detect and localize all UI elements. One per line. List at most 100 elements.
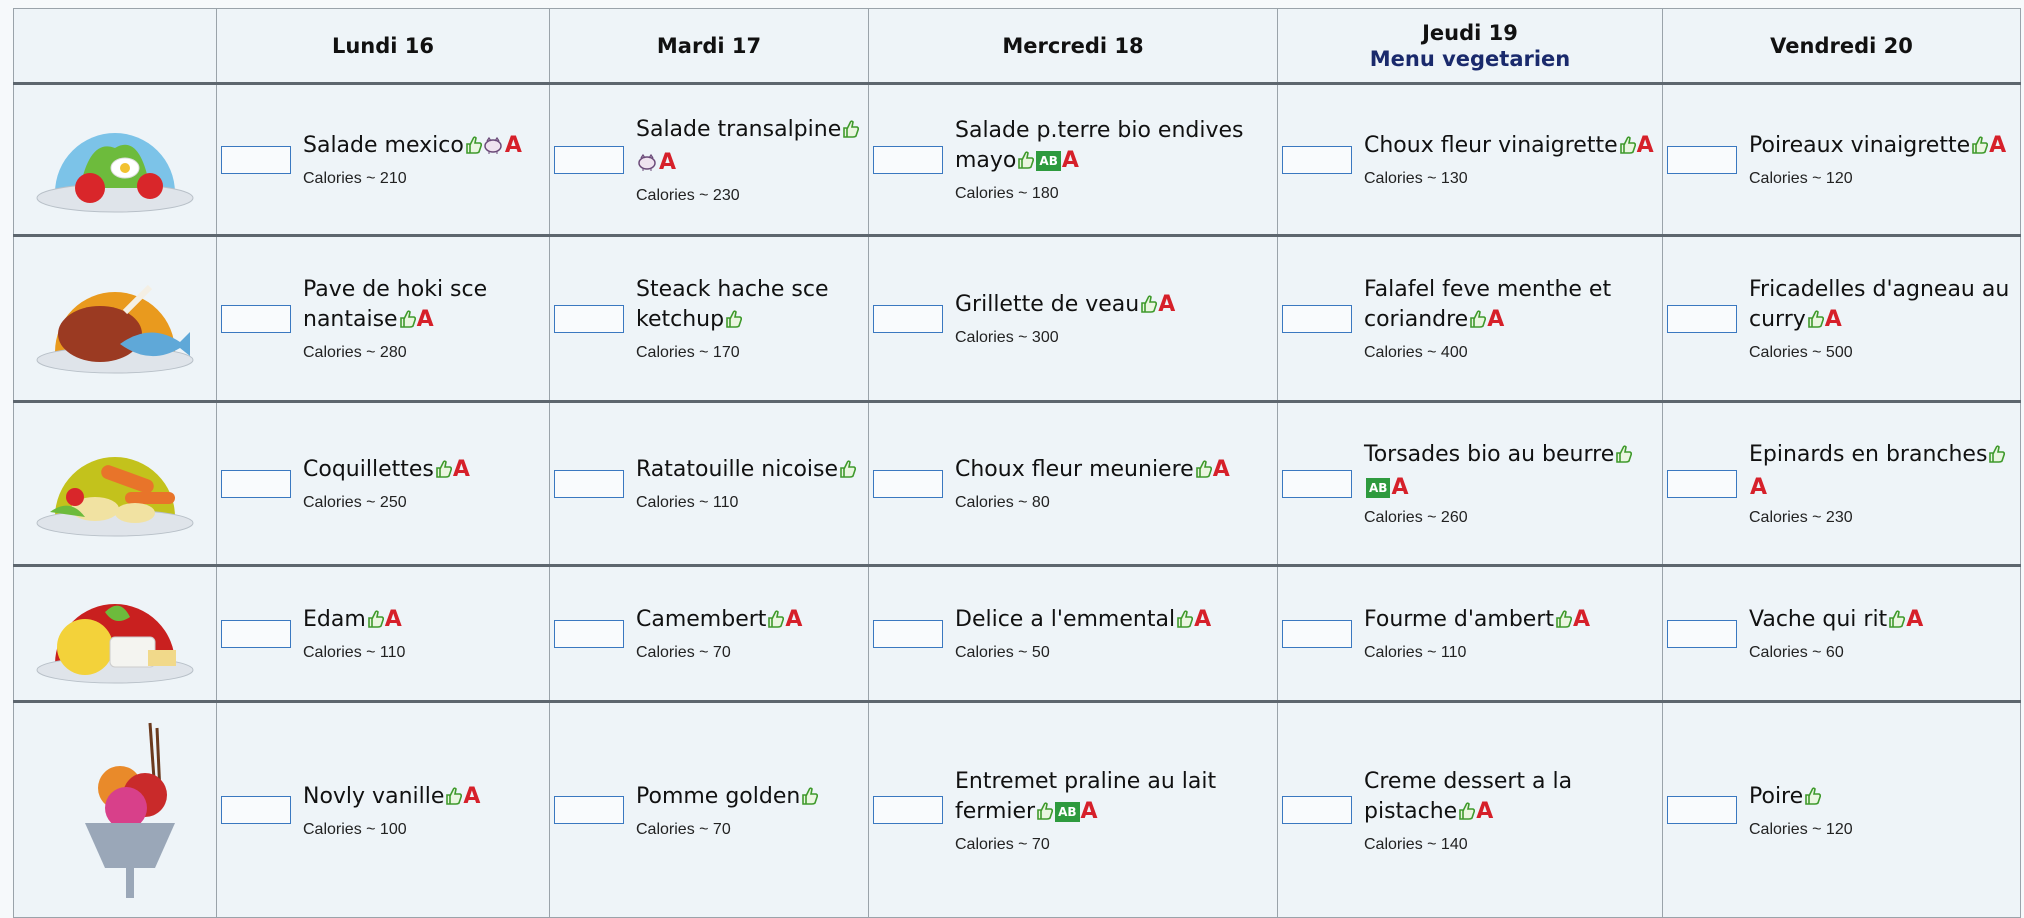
label-badge: A xyxy=(1080,798,1098,824)
dessert-illustration xyxy=(85,722,175,898)
thumb-icon xyxy=(841,118,860,148)
menu-cell: Falafel feve menthe et coriandre A Calorie… xyxy=(1277,234,1663,402)
choice-box[interactable] xyxy=(221,469,291,498)
calories: Calories ~ 250 xyxy=(303,494,407,511)
day-header: Vendredi 20 xyxy=(1662,8,2021,84)
choice-box[interactable] xyxy=(1667,796,1737,824)
choice-box[interactable] xyxy=(554,304,624,333)
choice-box[interactable] xyxy=(554,796,624,824)
label-badge: A xyxy=(1391,475,1409,500)
choice-box[interactable] xyxy=(1282,145,1352,174)
choice-box[interactable] xyxy=(1282,304,1352,333)
dish-name: Edam xyxy=(303,607,366,632)
menu-row: Coquillettes A Calories ~ 250 Ratatouille n… xyxy=(13,400,2021,566)
day-header: Mardi 17 xyxy=(549,8,869,84)
cell-content: Salade p.terre bio endives mayo AB A Calori… xyxy=(869,116,1277,203)
calories: Calories ~ 210 xyxy=(303,170,407,187)
dish-line: Coquillettes A xyxy=(303,455,545,488)
menu-cell: Ratatouille nicoise Calories ~ 110 xyxy=(549,400,869,566)
choice-box[interactable] xyxy=(1282,796,1352,824)
dish-info: Grillette de veau A Calories ~ 300 xyxy=(955,290,1273,347)
label-badge: AB xyxy=(1036,151,1061,171)
thumb-icon xyxy=(1803,785,1822,815)
choice-box[interactable] xyxy=(221,619,291,648)
calories: Calories ~ 230 xyxy=(1749,509,1853,526)
header-row: Lundi 16 Mardi 17 Mercredi 18 Jeudi 19 Menu … xyxy=(13,8,2021,84)
label-badge: A xyxy=(384,607,402,632)
label-badge: A xyxy=(452,457,470,482)
dish-line: Falafel feve menthe et coriandre A xyxy=(1364,275,1658,338)
dish-line: Epinards en branches A xyxy=(1749,440,2016,503)
starter-illustration xyxy=(36,132,194,212)
dish-name: Grillette de veau xyxy=(955,292,1140,317)
choice-box[interactable] xyxy=(221,796,291,824)
choice-box[interactable] xyxy=(873,619,943,648)
menu-cell: Vache qui rit A Calories ~ 60 xyxy=(1662,564,2021,702)
dish-info: Fourme d'ambert A Calories ~ 110 xyxy=(1364,605,1658,662)
menu-row: Salade mexico A Calories ~ 210 Salade trans… xyxy=(13,82,2021,236)
choice-box[interactable] xyxy=(873,145,943,174)
dish-line: Fourme d'ambert A xyxy=(1364,605,1658,638)
thumb-icon xyxy=(800,785,819,815)
thumb-icon xyxy=(1614,443,1633,473)
menu-cell: Coquillettes A Calories ~ 250 xyxy=(216,400,550,566)
dish-line: Grillette de veau A xyxy=(955,290,1273,323)
dish-name: Choux fleur meuniere xyxy=(955,457,1194,482)
choice-box[interactable] xyxy=(1667,619,1737,648)
label-badge: A xyxy=(659,149,677,175)
day-subtitle: Menu vegetarien xyxy=(1369,46,1571,71)
day-label: Lundi 16 xyxy=(331,33,435,58)
choice-box[interactable] xyxy=(554,469,624,498)
calories: Calories ~ 130 xyxy=(1364,170,1468,187)
choice-box[interactable] xyxy=(221,304,291,333)
dish-name: Salade transalpine xyxy=(636,116,842,142)
label-badge: A xyxy=(1487,307,1505,332)
thumb-icon xyxy=(434,458,452,488)
choice-box[interactable] xyxy=(1282,619,1352,648)
menu-cell: Pomme golden Calories ~ 70 xyxy=(549,700,869,918)
dish-line: Salade mexico A xyxy=(303,131,545,164)
calories: Calories ~ 110 xyxy=(303,644,406,661)
thumb-icon xyxy=(444,785,463,815)
choice-box[interactable] xyxy=(1667,304,1737,333)
course-picture xyxy=(13,82,217,236)
label-badge: A xyxy=(1573,607,1591,632)
dish-line: Choux fleur vinaigrette A xyxy=(1364,131,1658,164)
choice-box[interactable] xyxy=(554,619,624,648)
choice-box[interactable] xyxy=(1667,145,1737,174)
cell-content: Camembert A Calories ~ 70 xyxy=(550,605,868,662)
menu-cell: Entremet praline au lait fermier AB A Calor… xyxy=(868,700,1278,918)
cell-content: Edam A Calories ~ 110 xyxy=(217,605,549,662)
choice-box[interactable] xyxy=(554,145,624,174)
course-picture xyxy=(13,564,217,702)
thumb-icon xyxy=(1035,800,1054,830)
cell-content: Choux fleur meuniere A Calories ~ 80 xyxy=(869,455,1277,512)
thumb-icon xyxy=(1194,458,1212,488)
choice-box[interactable] xyxy=(873,796,943,824)
choice-box[interactable] xyxy=(221,145,291,174)
dish-info: Creme dessert a la pistache A Calories ~ 1… xyxy=(1364,767,1658,854)
choice-box[interactable] xyxy=(873,304,943,333)
cell-content: Pave de hoki sce nantaise A Calories ~ 280 xyxy=(217,275,549,362)
label-badge: A xyxy=(1476,798,1494,824)
choice-box[interactable] xyxy=(873,469,943,498)
cell-content: Choux fleur vinaigrette A Calories ~ 130 xyxy=(1278,131,1662,188)
label-badge: A xyxy=(1061,148,1079,173)
dish-name: Torsades bio au beurre xyxy=(1364,442,1615,467)
dish-name: Steack hache sce ketchup xyxy=(636,277,829,332)
label-badge: A xyxy=(1906,607,1924,632)
calories: Calories ~ 110 xyxy=(636,494,739,511)
dish-line: Creme dessert a la pistache A xyxy=(1364,767,1658,830)
cell-content: Entremet praline au lait fermier AB A Calor… xyxy=(869,767,1277,854)
main-illustration xyxy=(36,284,194,373)
choice-box[interactable] xyxy=(1667,469,1737,498)
dish-name: Delice a l'emmental xyxy=(955,607,1176,632)
thumb-icon xyxy=(1554,608,1573,638)
day-label: Mercredi 18 xyxy=(1002,33,1144,58)
dish-info: Fricadelles d'agneau au curry A Calories ~… xyxy=(1749,275,2016,362)
dish-info: Salade mexico A Calories ~ 210 xyxy=(303,131,545,188)
choice-box[interactable] xyxy=(1282,469,1352,498)
dish-name: Salade p.terre bio endives mayo xyxy=(955,118,1244,173)
cell-content: Vache qui rit A Calories ~ 60 xyxy=(1663,605,2020,662)
